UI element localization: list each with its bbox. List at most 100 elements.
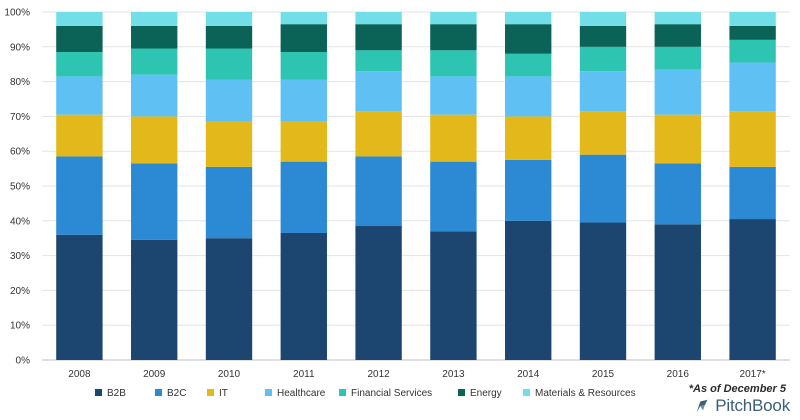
x-tick-label: 2014 xyxy=(517,369,540,380)
bar-segment xyxy=(430,12,477,25)
bar-segment xyxy=(280,79,327,122)
bar-segment xyxy=(579,12,627,26)
bar-segment xyxy=(205,12,253,26)
bar-segment xyxy=(505,159,552,221)
bar-segment xyxy=(430,76,477,115)
legend-swatch xyxy=(458,389,465,396)
legend-label: Materials & Resources xyxy=(535,388,636,399)
bar-segment xyxy=(654,163,701,225)
bar-segment xyxy=(729,25,776,40)
legend-label: IT xyxy=(219,388,228,399)
bar-segment xyxy=(205,238,253,360)
bar-segment xyxy=(505,116,552,160)
bar-segment xyxy=(56,234,103,360)
y-tick-label: 90% xyxy=(10,42,30,53)
y-tick-label: 50% xyxy=(10,182,30,193)
pitchbook-logo-icon xyxy=(696,399,708,413)
bar-segment xyxy=(654,69,701,115)
bar-segment xyxy=(579,46,627,72)
legend-swatch xyxy=(339,389,346,396)
bar-segment xyxy=(355,50,402,72)
bar-segment xyxy=(131,25,178,49)
y-tick-label: 0% xyxy=(16,356,31,367)
bar-segment xyxy=(430,114,477,162)
bar-segment xyxy=(729,12,776,26)
bar-segment xyxy=(654,12,701,25)
bar-segment xyxy=(280,232,327,360)
y-tick-label: 10% xyxy=(10,321,30,332)
bar-segment xyxy=(430,24,477,51)
bar-segment xyxy=(355,24,402,51)
bar-segment xyxy=(579,154,627,223)
bar-segment xyxy=(430,231,477,360)
legend-label: Financial Services xyxy=(351,388,432,399)
bar-segment xyxy=(280,161,327,233)
brand-logo: PitchBook xyxy=(694,396,790,416)
y-tick-label: 100% xyxy=(4,8,30,19)
x-tick-label: 2015 xyxy=(592,369,615,380)
bar-segment xyxy=(205,166,253,239)
legend-swatch xyxy=(523,389,530,396)
x-tick-label: 2016 xyxy=(667,369,690,380)
x-tick-label: 2017* xyxy=(740,369,766,380)
bar-segment xyxy=(131,12,178,26)
y-tick-label: 70% xyxy=(10,112,30,123)
bar-segment xyxy=(579,111,627,155)
bar-segment xyxy=(654,114,701,164)
bars xyxy=(56,12,776,360)
bar-segment xyxy=(729,39,776,63)
x-tick-label: 2008 xyxy=(68,369,91,380)
bar-segment xyxy=(205,48,253,80)
y-tick-label: 80% xyxy=(10,77,30,88)
legend-label: Energy xyxy=(470,388,502,399)
y-tick-label: 30% xyxy=(10,251,30,262)
bar-segment xyxy=(355,71,402,112)
bar-segment xyxy=(654,24,701,47)
bar-segment xyxy=(280,12,327,25)
bar-segment xyxy=(280,24,327,53)
bar-segment xyxy=(505,53,552,77)
bar-segment xyxy=(355,111,402,157)
bar-segment xyxy=(654,224,701,360)
bar-segment xyxy=(205,79,253,122)
legend-label: Healthcare xyxy=(277,388,326,399)
legend: B2B B2C IT Healthcare Financial Services Ener… xyxy=(95,388,636,399)
legend-swatch xyxy=(207,389,214,396)
bar-segment xyxy=(729,111,776,167)
bar-segment xyxy=(205,25,253,49)
bar-segment xyxy=(56,12,103,26)
bar-segment xyxy=(654,46,701,70)
bar-segment xyxy=(280,121,327,162)
bar-segment xyxy=(131,74,178,117)
bar-segment xyxy=(579,222,627,360)
x-tick-label: 2013 xyxy=(442,369,465,380)
y-tick-label: 60% xyxy=(10,147,30,158)
legend-swatch xyxy=(265,389,272,396)
y-tick-label: 20% xyxy=(10,286,30,297)
bar-segment xyxy=(505,220,552,360)
x-tick-label: 2010 xyxy=(218,369,241,380)
bar-segment xyxy=(355,226,402,360)
bar-segment xyxy=(355,12,402,25)
y-tick-label: 40% xyxy=(10,216,30,227)
bar-segment xyxy=(280,52,327,80)
bar-segment xyxy=(505,12,552,25)
x-tick-label: 2012 xyxy=(367,369,390,380)
bar-segment xyxy=(729,166,776,220)
bar-segment xyxy=(131,48,178,75)
bar-segment xyxy=(505,24,552,54)
legend-swatch xyxy=(155,389,162,396)
bar-segment xyxy=(56,156,103,235)
y-axis-labels: 0% 10% 20% 30% 40% 50% 60% 70% 80% 90% 100% xyxy=(4,8,30,367)
x-tick-label: 2011 xyxy=(293,369,315,380)
brand-name: PitchBook xyxy=(715,396,790,415)
bar-segment xyxy=(729,62,776,112)
bar-segment xyxy=(505,76,552,117)
bar-segment xyxy=(205,121,253,167)
bar-segment xyxy=(56,25,103,53)
bar-segment xyxy=(131,239,178,360)
bar-segment xyxy=(131,163,178,240)
x-tick-label: 2009 xyxy=(143,369,166,380)
bar-segment xyxy=(430,50,477,77)
